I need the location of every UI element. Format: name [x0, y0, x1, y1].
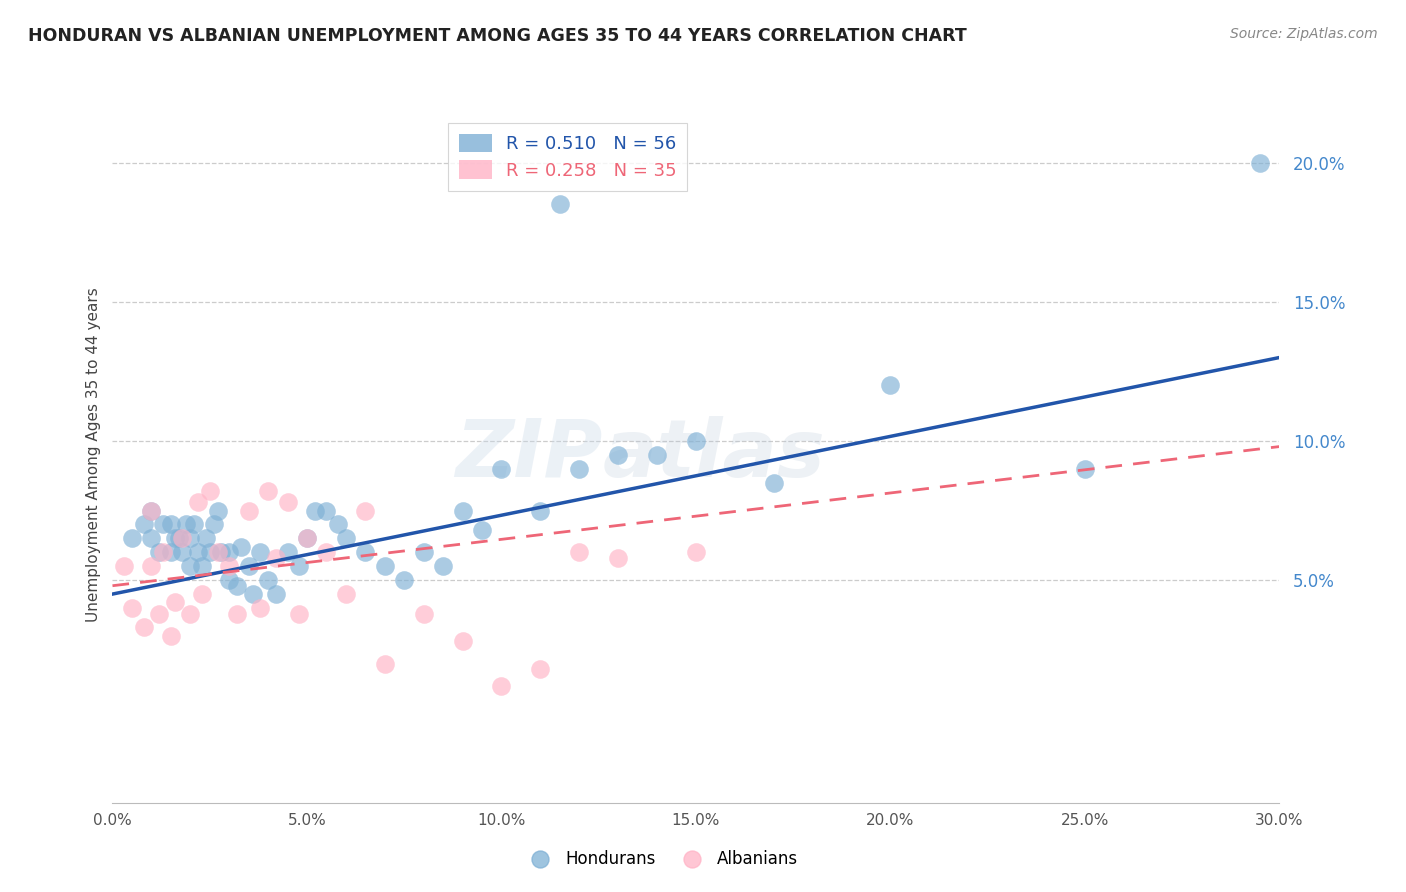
Point — [685, 545, 707, 559]
Point — [238, 559, 260, 574]
Point — [304, 503, 326, 517]
Point — [491, 462, 513, 476]
Point — [141, 503, 163, 517]
Point — [335, 532, 357, 546]
Point — [163, 532, 186, 546]
Point — [879, 378, 901, 392]
Text: atlas: atlas — [603, 416, 825, 494]
Point — [179, 559, 201, 574]
Point — [179, 607, 201, 621]
Point — [264, 550, 287, 565]
Point — [249, 601, 271, 615]
Point — [238, 503, 260, 517]
Point — [172, 532, 194, 546]
Point — [152, 517, 174, 532]
Point — [218, 573, 240, 587]
Point — [242, 587, 264, 601]
Point — [249, 545, 271, 559]
Point — [191, 587, 214, 601]
Point — [141, 559, 163, 574]
Legend: Hondurans, Albanians: Hondurans, Albanians — [517, 843, 806, 874]
Point — [194, 532, 217, 546]
Point — [160, 517, 183, 532]
Point — [209, 545, 232, 559]
Point — [198, 545, 221, 559]
Point — [160, 545, 183, 559]
Point — [187, 495, 209, 509]
Point — [374, 657, 396, 671]
Point — [335, 587, 357, 601]
Point — [121, 601, 143, 615]
Point — [187, 545, 209, 559]
Point — [568, 545, 591, 559]
Point — [645, 448, 668, 462]
Point — [295, 532, 318, 546]
Point — [354, 545, 377, 559]
Point — [202, 517, 225, 532]
Text: HONDURAN VS ALBANIAN UNEMPLOYMENT AMONG AGES 35 TO 44 YEARS CORRELATION CHART: HONDURAN VS ALBANIAN UNEMPLOYMENT AMONG … — [28, 27, 967, 45]
Point — [491, 679, 513, 693]
Point — [257, 484, 280, 499]
Point — [160, 629, 183, 643]
Point — [264, 587, 287, 601]
Point — [132, 620, 155, 634]
Point — [326, 517, 349, 532]
Point — [315, 545, 337, 559]
Point — [207, 545, 229, 559]
Point — [257, 573, 280, 587]
Point — [152, 545, 174, 559]
Point — [1249, 155, 1271, 169]
Point — [354, 503, 377, 517]
Point — [568, 462, 591, 476]
Point — [392, 573, 416, 587]
Point — [179, 532, 201, 546]
Point — [374, 559, 396, 574]
Point — [276, 545, 298, 559]
Point — [132, 517, 155, 532]
Point — [762, 475, 785, 490]
Point — [607, 550, 630, 565]
Point — [191, 559, 214, 574]
Point — [121, 532, 143, 546]
Point — [112, 559, 135, 574]
Point — [218, 559, 240, 574]
Point — [276, 495, 298, 509]
Point — [141, 532, 163, 546]
Point — [295, 532, 318, 546]
Point — [172, 545, 194, 559]
Point — [315, 503, 337, 517]
Point — [167, 532, 190, 546]
Point — [451, 634, 474, 648]
Point — [183, 517, 205, 532]
Point — [471, 523, 494, 537]
Point — [226, 579, 249, 593]
Point — [548, 197, 571, 211]
Text: Source: ZipAtlas.com: Source: ZipAtlas.com — [1230, 27, 1378, 41]
Point — [412, 607, 434, 621]
Point — [412, 545, 434, 559]
Point — [141, 503, 163, 517]
Point — [288, 559, 311, 574]
Point — [529, 662, 551, 676]
Point — [1074, 462, 1097, 476]
Point — [288, 607, 311, 621]
Point — [163, 595, 186, 609]
Point — [207, 503, 229, 517]
Point — [176, 517, 198, 532]
Point — [529, 503, 551, 517]
Point — [607, 448, 630, 462]
Point — [451, 503, 474, 517]
Point — [226, 607, 249, 621]
Point — [148, 545, 170, 559]
Text: ZIP: ZIP — [456, 416, 603, 494]
Y-axis label: Unemployment Among Ages 35 to 44 years: Unemployment Among Ages 35 to 44 years — [86, 287, 101, 623]
Point — [685, 434, 707, 448]
Point — [218, 545, 240, 559]
Point — [148, 607, 170, 621]
Point — [229, 540, 252, 554]
Point — [432, 559, 454, 574]
Point — [198, 484, 221, 499]
